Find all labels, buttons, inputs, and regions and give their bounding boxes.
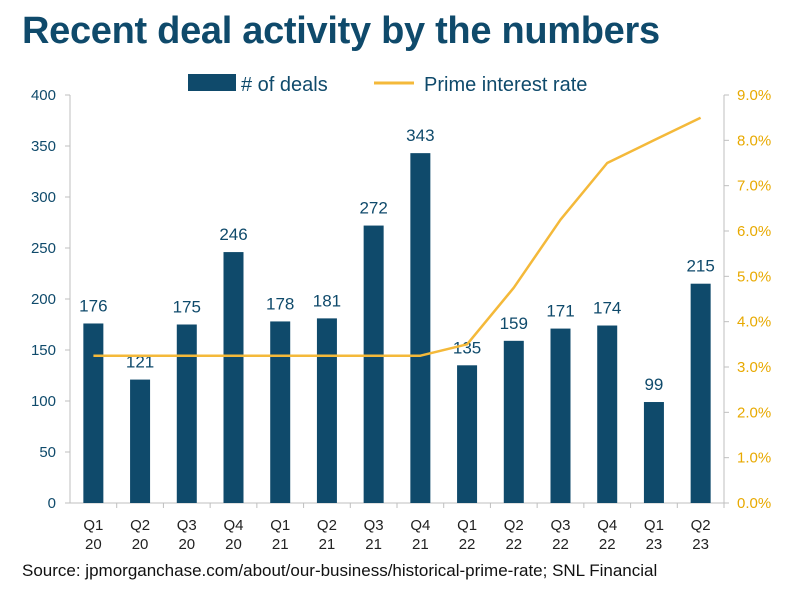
left-tick-label: 100 bbox=[31, 393, 56, 410]
legend: # of deals Prime interest rate bbox=[188, 74, 587, 96]
left-tick-label: 400 bbox=[31, 87, 56, 104]
x-tick-label-quarter: Q4 bbox=[410, 517, 430, 534]
bar-data-labels: 176 121 175 246 178 181 272 343 135 159 171 174 99 21… bbox=[79, 126, 715, 394]
x-tick-label-year: 20 bbox=[225, 536, 242, 553]
x-tick-label-year: 22 bbox=[505, 536, 522, 553]
right-tick-label: 5.0% bbox=[737, 268, 771, 285]
bar bbox=[363, 225, 384, 503]
left-tick-label: 300 bbox=[31, 189, 56, 206]
prime-rate-line bbox=[93, 116, 702, 357]
bar bbox=[316, 318, 337, 503]
bar bbox=[643, 402, 664, 503]
right-tick-label: 8.0% bbox=[737, 132, 771, 149]
x-tick-label-year: 22 bbox=[599, 536, 616, 553]
bar-data-label: 215 bbox=[686, 257, 714, 276]
x-tick-label-quarter: Q2 bbox=[691, 517, 711, 534]
bar bbox=[690, 283, 711, 503]
bar-data-label: 181 bbox=[313, 291, 341, 310]
x-tick-label-year: 21 bbox=[272, 536, 289, 553]
x-tick-label-quarter: Q1 bbox=[83, 517, 103, 534]
bar-data-label: 135 bbox=[453, 338, 481, 357]
bar-data-label: 159 bbox=[500, 314, 528, 333]
bar-data-label: 175 bbox=[173, 298, 201, 317]
x-tick-label-year: 22 bbox=[459, 536, 476, 553]
bar-data-label: 174 bbox=[593, 299, 621, 318]
right-axis-ticks: 0.0% 1.0% 2.0% 3.0% 4.0% 5.0% 6.0% 7.0% 8.0% 9.0% bbox=[724, 87, 771, 512]
bar-data-label: 246 bbox=[219, 225, 247, 244]
right-tick-label: 6.0% bbox=[737, 223, 771, 240]
right-tick-label: 7.0% bbox=[737, 178, 771, 195]
left-tick-label: 50 bbox=[39, 444, 56, 461]
bar bbox=[223, 252, 244, 503]
x-tick-label-quarter: Q2 bbox=[130, 517, 150, 534]
bar-data-label: 272 bbox=[359, 199, 387, 218]
legend-swatch-deals bbox=[188, 74, 236, 91]
bar bbox=[176, 324, 197, 503]
left-tick-label: 150 bbox=[31, 342, 56, 359]
x-tick-label-year: 22 bbox=[552, 536, 569, 553]
bar bbox=[83, 323, 104, 503]
x-tick-label-quarter: Q3 bbox=[550, 517, 570, 534]
bar-data-label: 99 bbox=[644, 375, 663, 394]
x-tick-label-year: 21 bbox=[365, 536, 382, 553]
legend-label-prime-rate: Prime interest rate bbox=[424, 74, 587, 96]
axes bbox=[69, 95, 725, 504]
x-axis-ticks: Q1 20 Q2 20 Q3 20 Q4 20 Q1 21 Q2 21 Q3 21 Q4 21 Q1 22 Q2 22… bbox=[83, 503, 725, 553]
bar-series bbox=[83, 153, 711, 503]
x-tick-label-year: 20 bbox=[178, 536, 195, 553]
x-tick-label-year: 23 bbox=[646, 536, 663, 553]
left-axis-ticks: 0 50 100 150 200 250 300 350 400 bbox=[31, 87, 70, 512]
left-tick-label: 350 bbox=[31, 138, 56, 155]
x-tick-label-quarter: Q3 bbox=[364, 517, 384, 534]
x-tick-label-quarter: Q1 bbox=[270, 517, 290, 534]
right-tick-label: 4.0% bbox=[737, 314, 771, 331]
x-tick-label-year: 21 bbox=[412, 536, 429, 553]
left-tick-label: 0 bbox=[48, 495, 56, 512]
bar-data-label: 176 bbox=[79, 296, 107, 315]
source-note: Source: jpmorganchase.com/about/our-busi… bbox=[22, 561, 658, 580]
bar-data-label: 178 bbox=[266, 294, 294, 313]
legend-label-deals: # of deals bbox=[241, 74, 328, 96]
bar bbox=[130, 379, 151, 503]
bar-data-label: 343 bbox=[406, 126, 434, 145]
bar bbox=[550, 328, 571, 503]
right-tick-label: 9.0% bbox=[737, 87, 771, 104]
x-tick-label-quarter: Q4 bbox=[223, 517, 243, 534]
x-tick-label-quarter: Q2 bbox=[317, 517, 337, 534]
bar bbox=[503, 340, 524, 503]
right-tick-label: 0.0% bbox=[737, 495, 771, 512]
bar-data-label: 171 bbox=[546, 302, 574, 321]
x-tick-label-year: 20 bbox=[85, 536, 102, 553]
right-tick-label: 2.0% bbox=[737, 404, 771, 421]
bar bbox=[457, 365, 478, 503]
right-tick-label: 3.0% bbox=[737, 359, 771, 376]
bar bbox=[270, 321, 291, 503]
bar-data-label: 121 bbox=[126, 353, 154, 372]
x-tick-label-quarter: Q1 bbox=[644, 517, 664, 534]
right-tick-label: 1.0% bbox=[737, 450, 771, 467]
bar bbox=[410, 153, 431, 503]
left-tick-label: 200 bbox=[31, 291, 56, 308]
bar bbox=[597, 325, 618, 503]
x-tick-label-quarter: Q3 bbox=[177, 517, 197, 534]
x-tick-label-year: 20 bbox=[132, 536, 149, 553]
line-series bbox=[93, 116, 702, 357]
x-tick-label-quarter: Q1 bbox=[457, 517, 477, 534]
x-tick-label-quarter: Q4 bbox=[597, 517, 617, 534]
left-tick-label: 250 bbox=[31, 240, 56, 257]
x-tick-label-year: 23 bbox=[692, 536, 709, 553]
x-tick-label-quarter: Q2 bbox=[504, 517, 524, 534]
chart-title: Recent deal activity by the numbers bbox=[22, 10, 660, 52]
x-tick-label-year: 21 bbox=[319, 536, 336, 553]
